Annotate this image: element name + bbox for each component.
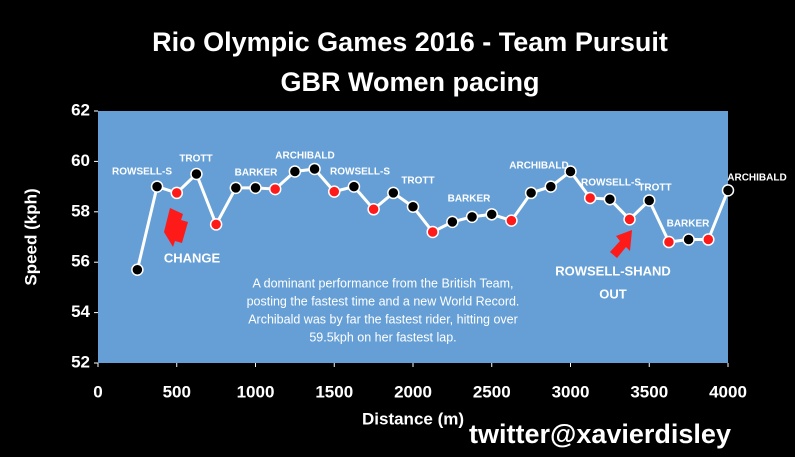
lap-marker [682, 233, 695, 246]
lap-marker [190, 167, 203, 181]
chart-title: Rio Olympic Games 2016 - Team Pursuit [152, 27, 668, 57]
lap-marker [505, 214, 518, 227]
y-tick-label: 58 [71, 201, 90, 220]
lap-marker [131, 263, 144, 277]
note: posting the fastest time and a new World… [247, 294, 520, 308]
lap-marker [308, 162, 321, 176]
lap-marker [268, 182, 282, 196]
x-tick-label: 1500 [315, 382, 353, 401]
lap-marker [623, 213, 636, 226]
note: 59.5kph on her fastest lap. [309, 330, 456, 344]
annotation: ARCHIBALD [727, 173, 786, 184]
lap-marker [702, 233, 715, 246]
lap-marker [544, 180, 558, 193]
x-tick-label: 500 [163, 382, 191, 401]
annotation: BARKER [667, 219, 711, 230]
lap-marker [249, 181, 262, 195]
lap-marker [524, 186, 538, 200]
annotation: BARKER [235, 168, 279, 179]
lap-marker [426, 225, 439, 239]
x-tick-label: 2500 [473, 382, 511, 401]
note: A dominant performance from the British … [253, 276, 514, 290]
lap-marker [583, 191, 597, 205]
lap-marker [367, 203, 380, 216]
lap-marker [328, 185, 341, 198]
chart-title: GBR Women pacing [280, 67, 539, 97]
lap-marker [662, 235, 676, 249]
y-tick-label: 62 [71, 100, 90, 119]
annotation: ARCHIBALD [509, 161, 568, 172]
annotation: OUT [599, 286, 627, 301]
annotation: CHANGE [164, 250, 221, 265]
lap-marker [150, 180, 164, 193]
x-tick-label: 0 [93, 382, 102, 401]
lap-marker [288, 165, 302, 178]
x-tick-label: 4000 [709, 382, 747, 401]
lap-marker [229, 181, 243, 195]
annotation: ROWSELL-S [330, 167, 390, 178]
annotation: ROWSELL-S [581, 178, 641, 189]
lap-marker [170, 186, 183, 200]
credit: twitter@xavierdisley [469, 419, 731, 449]
lap-marker [406, 200, 420, 214]
note: Archibald was by far the fastest rider, … [248, 312, 518, 326]
y-axis-label: Speed (kph) [21, 188, 40, 285]
lap-marker [446, 215, 459, 229]
lap-marker [603, 192, 617, 206]
lap-marker [485, 208, 498, 221]
arrow [610, 230, 632, 258]
y-tick-label: 56 [71, 252, 90, 271]
annotation: TROTT [179, 154, 212, 165]
lap-marker [465, 210, 479, 224]
x-tick-label: 3000 [552, 382, 590, 401]
x-axis-label: Distance (m) [362, 409, 464, 428]
lap-marker [387, 186, 400, 200]
x-tick-label: 3500 [630, 382, 668, 401]
annotation: ARCHIBALD [275, 151, 334, 162]
lap-marker [721, 184, 735, 197]
lap-marker [564, 165, 577, 178]
y-tick-label: 60 [71, 151, 90, 170]
x-tick-label: 2000 [394, 382, 432, 401]
annotation: TROTT [638, 183, 671, 194]
arrow [164, 208, 188, 247]
annotation: ROWSELL-SHAND [555, 263, 671, 278]
annotation: BARKER [448, 194, 492, 205]
annotation: ROWSELL-S [112, 167, 172, 178]
lap-marker [643, 194, 656, 207]
y-tick-label: 52 [71, 352, 90, 371]
y-tick-label: 54 [71, 302, 90, 321]
lap-marker [347, 180, 361, 193]
annotation: TROTT [401, 176, 434, 187]
lap-marker [209, 218, 223, 231]
x-tick-label: 1000 [237, 382, 275, 401]
